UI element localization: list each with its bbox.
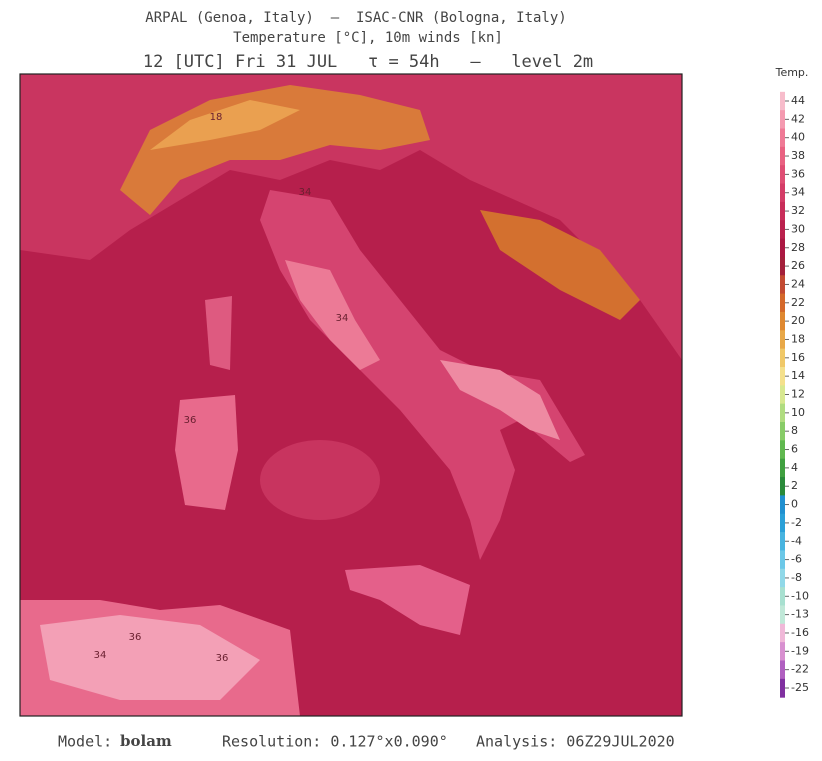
colorbar-swatch	[780, 550, 785, 570]
colorbar-label: 28	[791, 241, 805, 254]
header-line: ARPAL (Genoa, Italy) — ISAC-CNR (Bologna…	[145, 10, 566, 26]
colorbar-swatch	[780, 605, 785, 625]
colorbar-label: -22	[791, 663, 809, 676]
colorbar-label: 30	[791, 222, 805, 235]
colorbar-swatch	[780, 183, 785, 203]
footer-model: bolam	[120, 732, 172, 750]
colorbar-swatch	[780, 366, 785, 386]
puglia-warm	[440, 360, 560, 440]
colorbar-swatch	[780, 495, 785, 515]
colorbar-label: 40	[791, 131, 805, 144]
colorbar-swatch	[780, 91, 785, 111]
footer-resolution: Resolution: 0.127°x0.090°	[222, 733, 448, 751]
contour-labels: 18 34 36 34 36 36 34	[94, 112, 349, 664]
balkan-mountains	[480, 210, 640, 320]
italy-warm	[285, 260, 380, 370]
contour-label: 34	[299, 187, 312, 198]
colorbar-label: 0	[791, 498, 798, 511]
map-frame	[19, 73, 683, 717]
colorbar-swatch	[780, 440, 785, 460]
warm-sea	[260, 440, 380, 520]
colorbar-label: 32	[791, 204, 805, 217]
colorbar-swatch	[780, 311, 785, 331]
colorbar-swatch	[780, 128, 785, 148]
colorbar-label: -19	[791, 644, 809, 657]
footer-label: Model:	[58, 733, 112, 751]
corsica	[205, 296, 232, 370]
colorbar-swatch	[780, 165, 785, 185]
colorbar-swatch	[780, 275, 785, 295]
colorbar-swatch	[780, 660, 785, 680]
sicily	[345, 565, 470, 635]
colorbar: 4442403836343230282624222018161412108642…	[780, 91, 809, 698]
colorbar-label: 16	[791, 351, 805, 364]
header-line: 12 [UTC] Fri 31 JUL τ = 54h – level 2m	[143, 52, 593, 72]
sardinia	[175, 395, 238, 510]
italy	[260, 190, 585, 560]
colorbar-label: 10	[791, 406, 805, 419]
colorbar-label: 24	[791, 277, 805, 290]
colorbar-swatch	[780, 568, 785, 588]
colorbar-label: -8	[791, 571, 802, 584]
colorbar-label: -13	[791, 608, 809, 621]
colorbar-label: 38	[791, 149, 805, 162]
colorbar-swatch	[780, 256, 785, 276]
alps-high	[150, 100, 300, 150]
colorbar-label: -4	[791, 534, 802, 547]
colorbar-label: 20	[791, 314, 805, 327]
colorbar-label: 42	[791, 112, 805, 125]
contour-label: 34	[94, 650, 107, 661]
colorbar-swatch	[780, 458, 785, 478]
colorbar-swatch	[780, 238, 785, 258]
colorbar-swatch	[780, 330, 785, 350]
colorbar-swatch	[780, 146, 785, 166]
colorbar-label: 12	[791, 388, 805, 401]
colorbar-label: -10	[791, 589, 809, 602]
colorbar-label: 6	[791, 443, 798, 456]
colorbar-label: -6	[791, 553, 802, 566]
colorbar-label: 34	[791, 186, 805, 199]
africa-hot	[40, 615, 260, 700]
colorbar-label: 18	[791, 332, 805, 345]
colorbar-swatch	[780, 477, 785, 496]
colorbar-swatch	[780, 348, 785, 368]
colorbar-label: 14	[791, 369, 805, 382]
contour-label: 18	[210, 112, 223, 123]
colorbar-swatch	[780, 220, 785, 240]
contour-label: 36	[216, 653, 229, 664]
colorbar-label: 26	[791, 259, 805, 272]
colorbar-label: 8	[791, 424, 798, 437]
colorbar-label: 44	[791, 94, 805, 107]
footer: Model: bolam Resolution: 0.127°x0.090° A…	[58, 732, 675, 751]
colorbar-label: -2	[791, 516, 802, 529]
colorbar-swatch	[780, 532, 785, 551]
colorbar-swatch	[780, 293, 785, 313]
colorbar-label: 2	[791, 479, 798, 492]
colorbar-swatch	[780, 201, 785, 221]
colorbar-label: 4	[791, 461, 798, 474]
colorbar-swatch	[780, 385, 785, 405]
colorbar-label: 36	[791, 167, 805, 180]
contour-label: 36	[129, 632, 142, 643]
colorbar-swatch	[780, 513, 785, 533]
map	[19, 73, 683, 717]
colorbar-label: -25	[791, 681, 809, 694]
colorbar-swatch	[780, 110, 785, 130]
colorbar-label: 22	[791, 296, 805, 309]
colorbar-swatch	[780, 642, 785, 661]
contour-label: 34	[336, 313, 349, 324]
colorbar-swatch	[780, 623, 785, 643]
colorbar-swatch	[780, 422, 785, 441]
colorbar-swatch	[780, 403, 785, 423]
header-line: Temperature [°C], 10m winds [kn]	[233, 30, 503, 46]
colorbar-swatch	[780, 678, 785, 698]
contour-label: 36	[184, 415, 197, 426]
colorbar-swatch	[780, 587, 785, 606]
footer-analysis: Analysis: 06Z29JUL2020	[476, 733, 675, 751]
colorbar-label: -16	[791, 626, 809, 639]
colorbar-title: Temp.	[775, 66, 809, 79]
